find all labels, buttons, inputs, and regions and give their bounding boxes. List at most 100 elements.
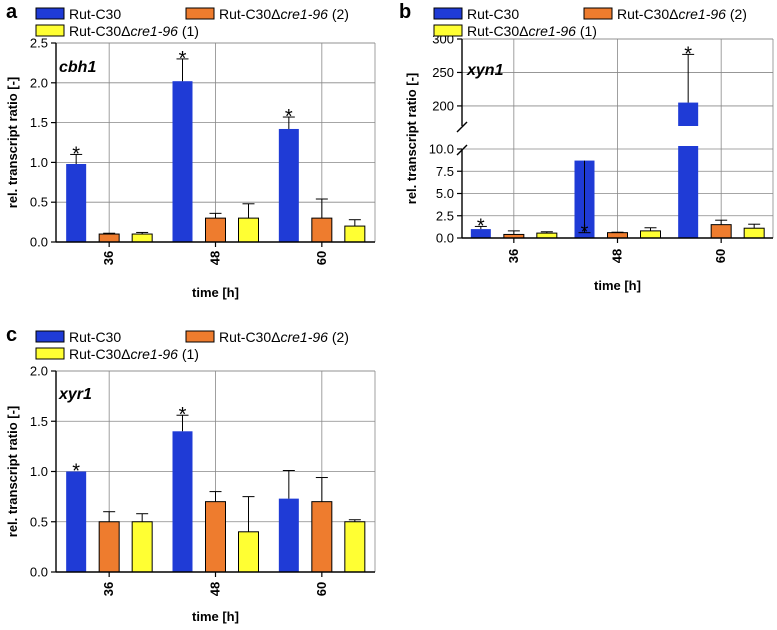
legend-swatch-2 [185,7,215,20]
legend-swatch-2 [185,330,215,343]
x-tick-label: 36 [101,582,116,596]
legend-swatch-1 [433,7,463,20]
x-tick-label: 36 [506,249,521,263]
legend-label-3: Rut-C30Δcre1-96 (1) [69,346,199,362]
bar [131,521,153,573]
bar [311,501,333,573]
significance-marker: * [179,48,187,70]
y-tick-label: 1.5 [30,414,48,429]
legend-swatch-3 [35,347,65,360]
y-tick-label: 2.5 [436,208,454,223]
y-tick-label: 10.0 [429,142,454,157]
gene-title: xyr1 [58,386,92,403]
x-tick-label: 60 [314,582,329,596]
gene-title: cbh1 [59,59,96,76]
y-tick-label: 250 [432,65,454,80]
y-axis-label: rel. transcript ratio [-] [5,77,20,208]
y-axis-label: rel. transcript ratio [-] [404,73,419,204]
significance-marker: * [285,106,293,128]
bar [131,233,153,243]
significance-marker: * [684,43,692,65]
x-tick-label: 60 [314,251,329,265]
y-tick-label: 1.0 [30,464,48,479]
axis-break [456,144,468,156]
bar [344,521,366,573]
bar [607,232,628,239]
bar [344,225,366,243]
legend-label-3: Rut-C30Δcre1-96 (1) [467,23,597,39]
legend-label-2: Rut-C30Δcre1-96 (2) [219,6,349,22]
x-axis-label: time [h] [594,278,641,293]
legend-swatch-1 [35,7,65,20]
y-tick-label: 1.5 [30,115,48,130]
y-tick-label: 2.0 [30,364,48,379]
legend-swatch-2 [583,7,613,20]
legend-swatch-1 [35,330,65,343]
y-tick-label: 0.0 [30,235,48,250]
bar [536,232,558,239]
y-tick-label: 200 [432,98,454,113]
significance-marker: * [72,461,80,483]
legend-label-1: Rut-C30 [69,6,121,22]
x-tick-label: 48 [610,249,625,263]
panel-letter: c [6,324,17,346]
bar [66,471,87,572]
y-tick-label: 7.5 [436,164,454,179]
bar [470,229,491,238]
y-tick-label: 2.5 [30,36,48,51]
bar [238,531,259,573]
y-tick-label: 2.0 [30,75,48,90]
bar [66,163,87,242]
y-tick-label: 0.5 [30,195,48,210]
bar [278,498,299,572]
legend-label-3: Rut-C30Δcre1-96 (1) [69,23,199,39]
bar [172,431,193,572]
y-axis-label: rel. transcript ratio [-] [5,406,20,537]
legend-swatch-3 [433,24,463,37]
bar [678,146,699,238]
legend-label-2: Rut-C30Δcre1-96 (2) [617,6,747,22]
bar [205,217,226,243]
y-tick-label: 1.0 [30,155,48,170]
bar [98,233,120,243]
y-tick-label: 5.0 [436,186,454,201]
gene-title: xyn1 [466,62,504,79]
significance-marker: * [477,215,485,237]
legend: Rut-C30 Rut-C30Δcre1-96 (2) Rut-C30Δcre1-9… [35,329,349,362]
x-tick-label: 48 [208,582,223,596]
y-tick-label: 0.5 [30,514,48,529]
x-tick-label: 60 [713,249,728,263]
significance-marker: * [72,143,80,165]
bar [278,128,299,242]
legend: Rut-C30 Rut-C30Δcre1-96 (2) Rut-C30Δcre1-9… [35,6,349,39]
y-tick-label: 0.0 [436,231,454,246]
panel-letter: b [399,1,411,23]
bar [311,217,333,243]
chart-panel-a: a * * * 0.0 0.5 1.0 1.5 2.0 2.5 36 48 60 cbh1 rel. tra… [5,1,376,300]
legend-label-1: Rut-C30 [69,329,121,345]
legend: Rut-C30 Rut-C30Δcre1-96 (2) Rut-C30Δcre1-9… [433,6,747,39]
bar [678,102,699,126]
x-axis-label: time [h] [192,609,239,624]
legend-label-1: Rut-C30 [467,6,519,22]
panel-letter: a [6,1,18,23]
bar [98,521,120,573]
bar [710,224,732,239]
bar [205,501,226,573]
chart-panel-c: c * * 0.0 0.5 1.0 1.5 2.0 36 48 60 xyr1 rel. transcr… [5,324,376,624]
x-tick-label: 48 [208,251,223,265]
axis-break [456,121,468,133]
legend-label-2: Rut-C30Δcre1-96 (2) [219,329,349,345]
bar [172,81,193,242]
bar [743,227,765,239]
bar [640,230,661,239]
x-tick-label: 36 [101,251,116,265]
x-axis-label: time [h] [192,285,239,300]
legend-swatch-3 [35,24,65,37]
significance-marker: * [179,404,187,426]
bar [238,217,259,243]
y-tick-label: 0.0 [30,565,48,580]
significance-marker: * [581,222,589,244]
